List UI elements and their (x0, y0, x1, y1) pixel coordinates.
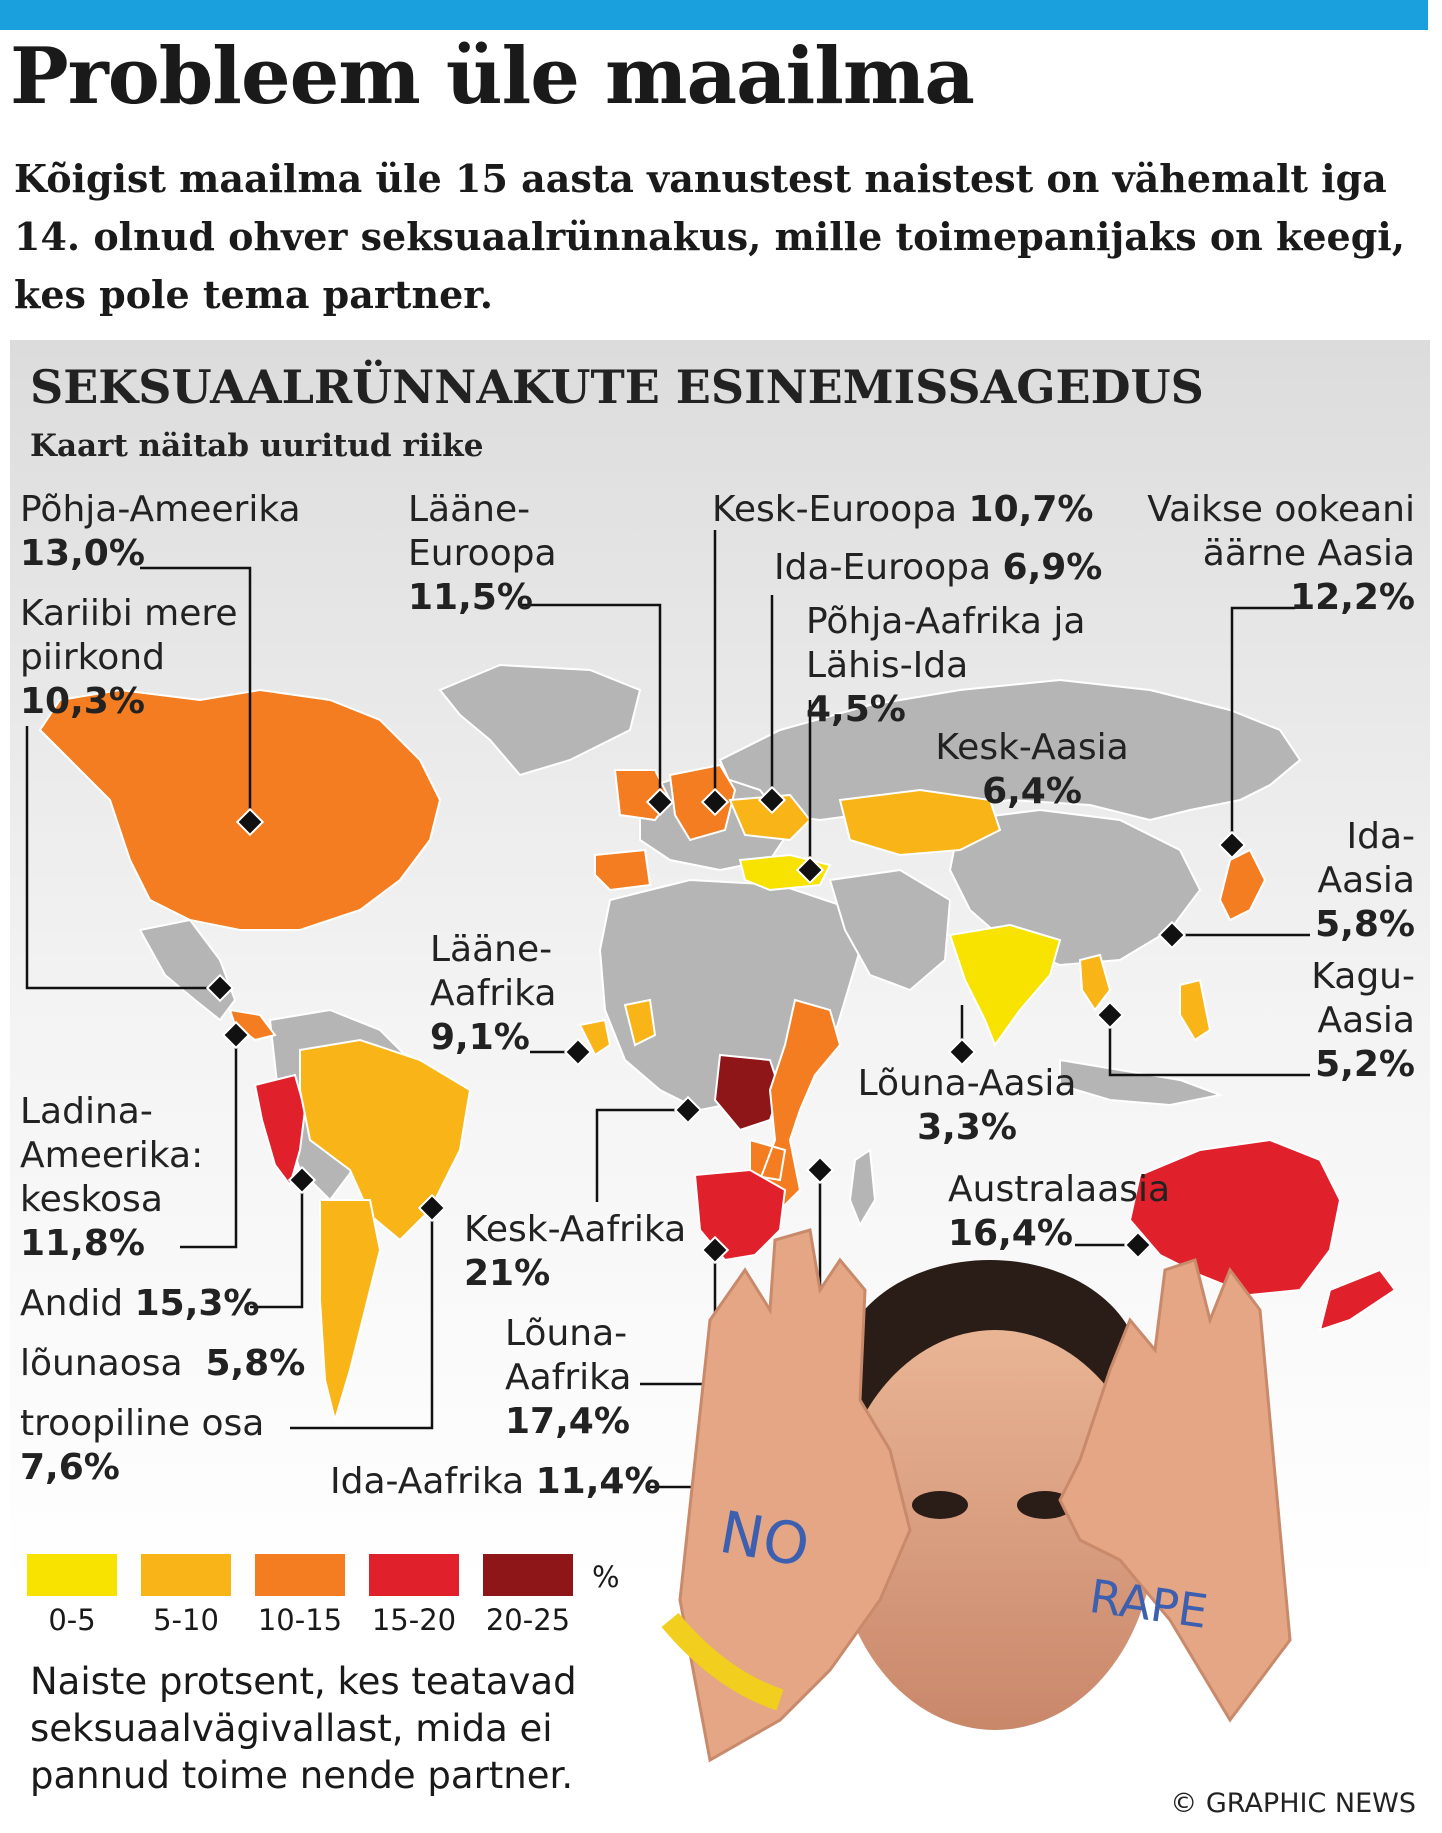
legend-label-2: 10-15 (257, 1603, 343, 1637)
legend-note: Naiste protsent, kes teatavad seksuaalvä… (30, 1660, 577, 1797)
label-east-africa: Ida-Aafrika 11,4% (330, 1461, 661, 1502)
marker-andes (287, 1165, 317, 1195)
marker-south-asia (947, 1037, 977, 1067)
label-south-asia: Lõuna-Aasia 3,3% (857, 1063, 1077, 1148)
russia (718, 678, 1302, 822)
legend-label-1: 5-10 (153, 1603, 219, 1637)
marker-australasia (1123, 1230, 1153, 1260)
tropical-latin-america-region (299, 1038, 472, 1242)
leader-north-america (140, 566, 252, 822)
face (835, 1330, 1155, 1730)
legend-label-3: 15-20 (371, 1603, 457, 1637)
headline: Probleem üle maailma (10, 31, 975, 122)
right-hand (1058, 1258, 1292, 1723)
marker-southern-africa (700, 1235, 730, 1265)
leader-caribbean (25, 726, 220, 990)
label-east-asia: Ida-Aasia 5,8% (1315, 816, 1415, 945)
east-africa-region (749, 998, 842, 1212)
label-tropical-latin-america: troopiline osa 7,6% (20, 1403, 265, 1488)
australasia-region (1128, 1138, 1397, 1332)
leader-western-europe (520, 603, 662, 802)
marker-tropical (417, 1193, 447, 1223)
left-eye (912, 1491, 968, 1519)
no-handwriting: NO (715, 1498, 815, 1580)
marker-central-latin-america (221, 1020, 251, 1050)
greenland (438, 663, 642, 777)
label-caribbean: Kariibi mere piirkond 10,3% (20, 593, 238, 722)
leader-southeast-asia (1108, 1015, 1310, 1077)
west-africa-region (578, 998, 657, 1057)
legend-label-4: 20-25 (485, 1603, 571, 1637)
left-hand (678, 1228, 912, 1763)
marker-west-africa (563, 1037, 593, 1067)
label-central-latin-america: Ladina-Ameerika: keskosa 11,8% (20, 1091, 204, 1264)
marker-north-america (235, 807, 265, 837)
central-asia-region (838, 788, 1002, 857)
top-accent-bar (0, 0, 1428, 30)
east-asia-region (1218, 848, 1267, 922)
central-america-region (228, 1008, 277, 1042)
mexico (138, 918, 237, 1022)
right-eye (1017, 1491, 1073, 1519)
label-central-asia: Kesk-Aasia 6,4% (935, 727, 1129, 812)
southeast-asia-region (1078, 953, 1212, 1042)
legend-swatch-4 (483, 1554, 573, 1596)
marker-mena (795, 855, 825, 885)
label-central-europe: Kesk-Euroopa 10,7% (712, 489, 1094, 530)
leader-central-africa (595, 1108, 688, 1202)
marker-eastern-europe (757, 785, 787, 815)
legend-swatch-0 (27, 1554, 117, 1596)
legend-unit: % (592, 1560, 620, 1594)
label-western-europe: Lääne-Euroopa 11,5% (408, 489, 557, 618)
map-subtitle: Kaart näitab uuritud riike (30, 428, 484, 464)
label-mena: Põhja-Aafrika ja Lähis-Ida 4,5% (806, 601, 1086, 730)
marker-central-europe (700, 787, 730, 817)
marker-western-europe (645, 787, 675, 817)
central-africa-region (713, 1053, 782, 1132)
indonesia (1059, 1058, 1224, 1107)
label-australasia: Australaasia 16,4% (948, 1169, 1171, 1254)
leader-central-latin-america (180, 1035, 238, 1249)
marker-southeast-asia (1095, 1000, 1125, 1030)
credit: © GRAPHIC NEWS (1170, 1788, 1416, 1819)
map-title: SEKSUAALRÜNNAKUTE ESINEMISSAGEDUS (30, 360, 1204, 414)
bracelet (661, 1612, 784, 1711)
marker-asia-pacific (1217, 830, 1247, 860)
marker-east-africa (805, 1155, 835, 1185)
legend-swatch-3 (369, 1554, 459, 1596)
leader-tropical (290, 1208, 434, 1430)
south-asia-region (948, 923, 1062, 1048)
leader-asia-pacific (1230, 606, 1295, 845)
protest-photo: NO RAPE (661, 1228, 1292, 1763)
madagascar (848, 1148, 877, 1228)
leader-andes (250, 1180, 304, 1309)
marker-east-asia (1157, 920, 1187, 950)
label-southern-latin-america: lõunaosa 5,8% (20, 1343, 306, 1384)
north-america-region (38, 688, 442, 931)
intro-text: Kõigist maailma üle 15 aasta vanustest n… (14, 156, 1405, 317)
marker-central-africa (673, 1095, 703, 1125)
label-eastern-europe: Ida-Euroopa 6,9% (774, 547, 1103, 588)
label-southeast-asia: Kagu-Aasia 5,2% (1311, 956, 1415, 1085)
label-andes: Andid 15,3% (20, 1283, 260, 1324)
legend-swatch-2 (255, 1554, 345, 1596)
andes-region (253, 1073, 307, 1188)
label-southern-africa: Lõuna-Aafrika 17,4% (505, 1313, 632, 1442)
middle-east (828, 868, 952, 992)
southern-latin-america-region (319, 1199, 382, 1424)
label-west-africa: Lääne-Aafrika 9,1% (430, 929, 557, 1058)
label-asia-pacific: Vaikse ookeani äärne Aasia 12,2% (1147, 489, 1415, 618)
legend-label-0: 0-5 (48, 1603, 96, 1637)
legend-swatch-1 (141, 1554, 231, 1596)
southern-africa-region (693, 1168, 787, 1262)
label-central-africa: Kesk-Aafrika 21% (464, 1209, 687, 1294)
marker-caribbean (205, 973, 235, 1003)
label-north-america: Põhja-Ameerika 13,0% (20, 489, 301, 574)
